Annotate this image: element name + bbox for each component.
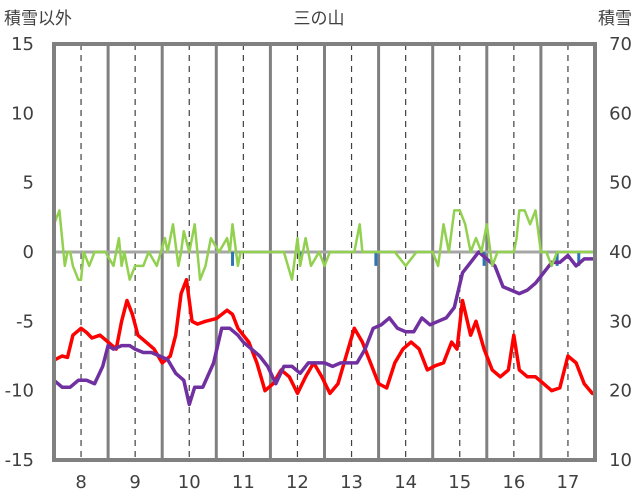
right-tick-label: 60 [609, 103, 632, 124]
x-tick-label: 9 [129, 472, 140, 493]
x-tick-label: 16 [502, 472, 525, 493]
x-tick-label: 11 [232, 472, 255, 493]
chart-title: 三の山 [294, 9, 345, 29]
x-tick-label: 12 [286, 472, 309, 493]
x-tick-label: 14 [394, 472, 417, 493]
right-tick-label: 40 [609, 242, 632, 263]
left-tick-label: 5 [23, 173, 34, 194]
left-tick-label: -15 [5, 450, 34, 471]
bar-mark [231, 252, 235, 266]
x-tick-label: 8 [75, 472, 86, 493]
plot-frame [52, 42, 597, 462]
right-tick-label: 10 [609, 450, 632, 471]
bar-mark [577, 252, 581, 266]
left-tick-label: -5 [16, 311, 34, 332]
right-axis-label: 積雪 [598, 9, 632, 29]
bar-mark [555, 252, 559, 266]
bar-mark [374, 252, 378, 266]
right-tick-label: 70 [609, 34, 632, 55]
right-tick-label: 50 [609, 173, 632, 194]
left-axis-label: 積雪以外 [4, 9, 72, 29]
bar-mark [482, 252, 486, 266]
left-tick-label: 15 [11, 34, 34, 55]
series-line-green [52, 209, 594, 281]
left-tick-label: 0 [23, 242, 34, 263]
x-tick-label: 15 [448, 472, 471, 493]
left-tick-label: 10 [11, 103, 34, 124]
series-group [52, 209, 595, 407]
series-line-red [52, 277, 595, 396]
x-tick-label: 17 [556, 472, 579, 493]
series-line-purple [52, 250, 595, 407]
right-tick-label: 20 [609, 381, 632, 402]
x-tick-label: 13 [340, 472, 363, 493]
left-tick-label: -10 [5, 381, 34, 402]
x-tick-label: 10 [178, 472, 201, 493]
right-tick-label: 30 [609, 311, 632, 332]
